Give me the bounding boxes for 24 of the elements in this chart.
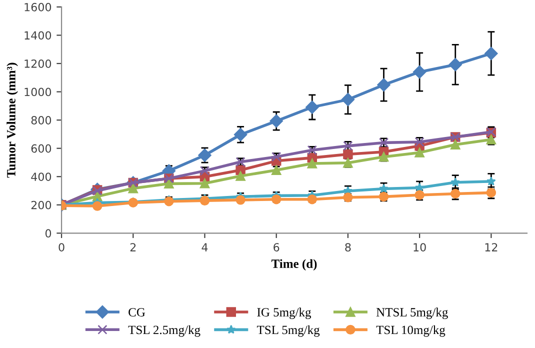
x-tick-label: 12 xyxy=(485,243,498,252)
y-tick-label: 400 xyxy=(31,172,52,181)
x-tick-label: 0 xyxy=(58,243,64,252)
y-axis-title: Tumor Volume (mm³) xyxy=(6,62,18,178)
x-tick-label: 10 xyxy=(414,243,426,252)
y-tick-label: 800 xyxy=(31,116,52,124)
legend-label: CG xyxy=(128,308,146,316)
legend-label: TSL 5mg/kg xyxy=(256,325,320,337)
y-tick-label: 200 xyxy=(31,200,52,210)
y-tick-label: 600 xyxy=(31,144,52,153)
x-tick-label: 8 xyxy=(345,243,351,252)
legend-label: NTSL 5mg/kg xyxy=(376,308,448,320)
y-tick-label: 0 xyxy=(45,229,52,238)
y-tick-label: 1600 xyxy=(24,2,52,12)
legend-label: TSL 2.5mg/kg xyxy=(128,325,200,337)
x-tick-label: 2 xyxy=(130,243,136,252)
y-tick-label: 1400 xyxy=(24,31,52,40)
legend-label: IG 5mg/kg xyxy=(257,308,312,320)
y-tick-label: 1200 xyxy=(24,59,52,68)
x-axis-title: Time (d) xyxy=(271,259,317,271)
y-tick-label: 1000 xyxy=(24,88,52,96)
x-tick-label: 4 xyxy=(202,243,208,252)
x-tick-label: 6 xyxy=(274,243,280,252)
legend-label: TSL 10mg/kg xyxy=(376,325,446,337)
